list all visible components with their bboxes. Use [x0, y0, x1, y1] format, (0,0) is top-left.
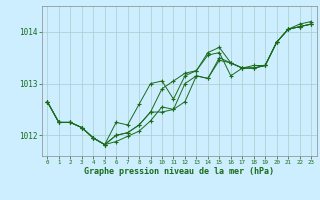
X-axis label: Graphe pression niveau de la mer (hPa): Graphe pression niveau de la mer (hPa): [84, 167, 274, 176]
